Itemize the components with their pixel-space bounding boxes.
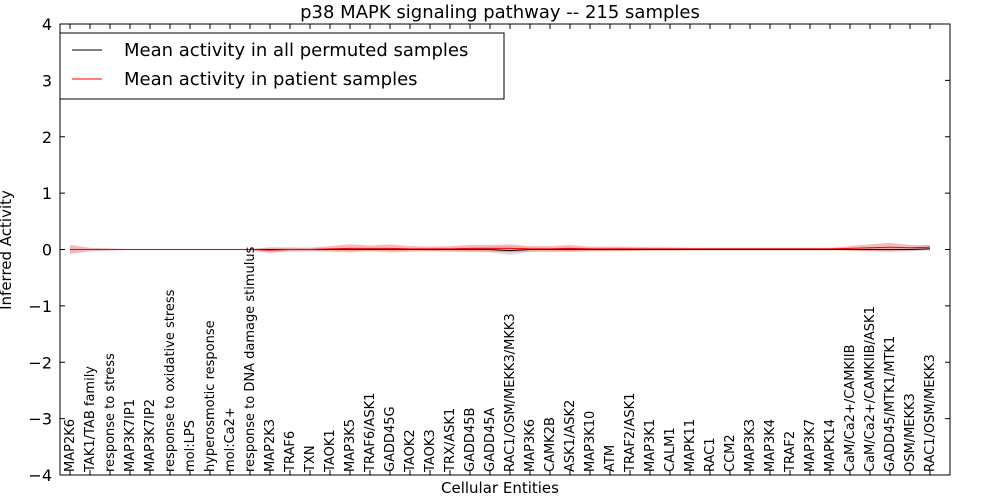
x-tick-label: MAPK14 [823, 419, 838, 472]
y-tick-label: −3 [28, 410, 52, 429]
x-tick-label: TAK1/TAB family [83, 366, 98, 473]
x-tick-label: GADD45/MTK1/MTK1 [883, 336, 898, 472]
x-tick-label: MAP3K7 [803, 419, 818, 472]
x-tick-label: ASK1/ASK2 [563, 400, 578, 472]
x-tick-label: CCM2 [723, 434, 738, 472]
x-tick-label: ATM [603, 445, 618, 472]
x-tick-label: GADD45A [483, 407, 498, 472]
x-tick-label: MAP3K10 [583, 411, 598, 472]
x-tick-label: TAOK1 [323, 429, 338, 473]
x-tick-label: MAP3K7IP2 [143, 399, 158, 472]
x-tick-label: MAP3K5 [343, 419, 358, 472]
x-tick-label: TRAF6/ASK1 [363, 393, 378, 473]
x-tick-label: mol:LPS [183, 420, 198, 472]
x-tick-label: TAOK2 [403, 429, 418, 473]
x-tick-label: MAP3K3 [743, 419, 758, 472]
y-tick-label: −2 [28, 353, 52, 372]
y-tick-label: 0 [42, 241, 52, 260]
x-tick-label: CaM/Ca2+/CAMKIIB/ASK1 [863, 306, 878, 472]
x-tick-label: OSM/MEKK3 [903, 393, 918, 472]
x-tick-label: response to oxidative stress [163, 289, 178, 472]
x-tick-label: MAP3K7IP1 [123, 399, 138, 472]
x-tick-label: MAP2K6 [63, 419, 78, 472]
x-tick-label: CaM/Ca2+/CAMKIIB [843, 344, 858, 472]
x-tick-label: response to stress [103, 353, 118, 472]
y-axis-label: Inferred Activity [0, 190, 15, 310]
legend-label-1: Mean activity in patient samples [124, 69, 418, 90]
x-axis-label: Cellular Entities [441, 479, 559, 497]
x-tick-label: TRAF6 [283, 431, 298, 473]
x-tick-label: CAMK2B [543, 417, 558, 472]
x-tick-label: MAP3K4 [763, 419, 778, 472]
x-tick-label: TAOK3 [423, 429, 438, 473]
x-tick-label: MAP2K3 [263, 419, 278, 472]
x-tick-label: RAC1/OSM/MEKK3/MKK3 [503, 313, 518, 472]
y-tick-label: 4 [42, 15, 52, 34]
series-1-line [70, 246, 931, 251]
x-tick-label: MAP3K6 [523, 419, 538, 472]
x-tick-label: GADD45B [463, 408, 478, 472]
plot-area: −4 −3 −2 −1 0 1 2 3 4 MAP2K6 TAK1/TAB family respon… [28, 15, 951, 485]
chart-title: p38 MAPK signaling pathway -- 215 sample… [300, 2, 700, 23]
x-tick-label: TRAF2/ASK1 [623, 393, 638, 473]
x-tick-label: GADD45G [383, 406, 398, 472]
x-tick-label: MAP3K1 [643, 419, 658, 472]
x-tick-label: TRX/ASK1 [443, 408, 458, 473]
x-tick-label: RAC1/OSM/MEKK3 [923, 354, 938, 472]
x-tick-label: mol:Ca2+ [223, 407, 238, 472]
y-tick-label: 3 [42, 71, 52, 90]
y-tick-label: 2 [42, 128, 52, 147]
legend-box [59, 32, 505, 100]
x-tick-label: TRAF2 [783, 431, 798, 473]
x-tick-label: TXN [303, 445, 318, 473]
y-tick-label: 1 [42, 184, 52, 203]
x-tick-label: MAPK11 [683, 419, 698, 472]
x-tick-label: CALM1 [663, 427, 678, 472]
legend: Mean activity in all permuted samples Mea… [59, 32, 505, 100]
x-tick-label: hyperosmotic response [203, 320, 218, 472]
x-tick-label: RAC1 [703, 437, 718, 472]
y-tick-label: −1 [28, 297, 52, 316]
x-tick-label: response to DNA damage stimulus [243, 246, 258, 472]
y-tick-label: −4 [28, 466, 52, 485]
legend-label-0: Mean activity in all permuted samples [124, 40, 468, 61]
